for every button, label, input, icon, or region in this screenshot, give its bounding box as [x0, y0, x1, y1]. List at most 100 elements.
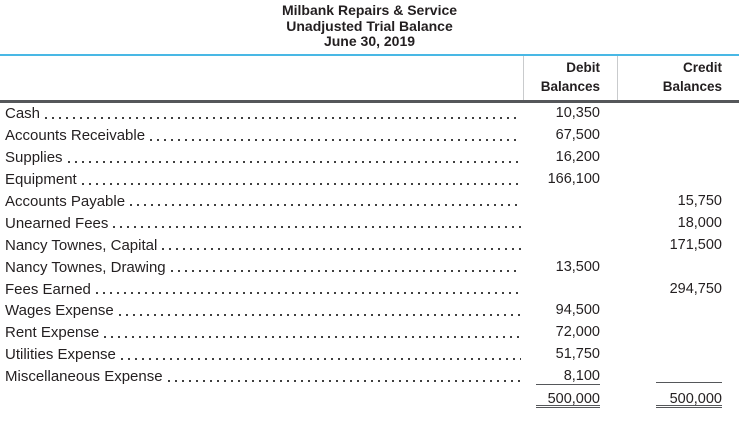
- credit-cell: 15,750: [644, 193, 722, 210]
- debit-cell: 51,750: [523, 346, 600, 363]
- dot-leader: [150, 138, 521, 141]
- table-row: Fees Earned 294,750: [0, 278, 739, 300]
- debit-amount: 94,500: [555, 302, 600, 319]
- totals-row: 500,000 500,000: [0, 388, 739, 412]
- dot-leader: [130, 204, 521, 207]
- credit-amount: [656, 366, 722, 384]
- dot-leader: [162, 248, 521, 251]
- debit-header-line1: Debit: [566, 60, 600, 75]
- accent-rule: [0, 54, 739, 56]
- statement-date: June 30, 2019: [323, 33, 416, 49]
- dot-leader: [81, 182, 521, 185]
- document-header: Milbank Repairs & Service Unadjusted Tri…: [0, 2, 739, 50]
- dot-leader: [170, 270, 521, 273]
- dot-leader: [95, 292, 521, 295]
- table-row: Supplies 16,200: [0, 147, 739, 169]
- debit-amount: 16,200: [555, 149, 600, 166]
- debit-amount: 13,500: [555, 258, 600, 275]
- debit-amount: 51,750: [555, 346, 600, 363]
- debit-column-header: Debit Balances: [523, 58, 600, 96]
- table-row: Accounts Receivable 67,500: [0, 125, 739, 147]
- debit-amount: 72,000: [555, 324, 600, 341]
- account-name: Unearned Fees: [5, 214, 109, 232]
- account-name: Nancy Townes, Drawing: [5, 258, 166, 276]
- account-name: Rent Expense: [5, 324, 100, 342]
- debit-amount: [536, 235, 600, 252]
- account-name: Supplies: [5, 149, 63, 167]
- column-headers: Debit Balances Credit Balances: [0, 58, 739, 100]
- debit-cell: 13,500: [523, 259, 600, 276]
- header-divider-rule: [0, 100, 739, 103]
- debit-amount: [536, 279, 600, 296]
- credit-cell: [644, 169, 722, 190]
- debit-cell: [523, 235, 600, 256]
- debit-total: 500,000: [536, 391, 600, 409]
- debit-cell: [523, 191, 600, 212]
- credit-amount: 171,500: [669, 236, 722, 253]
- credit-cell: [644, 322, 722, 343]
- debit-cell: 16,200: [523, 149, 600, 166]
- credit-amount: [656, 125, 722, 142]
- credit-amount: [656, 147, 722, 164]
- debit-amount: [536, 191, 600, 208]
- credit-cell: [644, 257, 722, 278]
- debit-cell: 67,500: [523, 127, 600, 144]
- credit-column-header: Credit Balances: [644, 58, 722, 96]
- debit-total-cell: 500,000: [523, 391, 600, 409]
- debit-cell: 94,500: [523, 302, 600, 319]
- table-row: Cash 10,350: [0, 103, 739, 125]
- credit-cell: 171,500: [644, 237, 722, 254]
- table-rows: Cash 10,350 Accounts Receivable 67,500 S…: [0, 103, 739, 388]
- account-name: Utilities Expense: [5, 346, 116, 364]
- debit-amount: 67,500: [555, 127, 600, 144]
- column-separator: [617, 56, 618, 100]
- debit-amount: 166,100: [547, 171, 600, 188]
- table-row: Equipment 166,100: [0, 169, 739, 191]
- account-name: Fees Earned: [5, 280, 91, 298]
- credit-cell: [644, 344, 722, 365]
- dot-leader: [45, 116, 521, 119]
- table-row: Rent Expense 72,000: [0, 322, 739, 344]
- debit-cell: 10,350: [523, 105, 600, 122]
- account-name: Accounts Receivable: [5, 127, 146, 145]
- credit-header-line1: Credit: [682, 60, 722, 75]
- debit-cell: 72,000: [523, 324, 600, 341]
- dot-leader: [118, 313, 521, 316]
- debit-amount: 8,100: [536, 368, 600, 386]
- table-row: Accounts Payable 15,750: [0, 191, 739, 213]
- dot-leader: [120, 357, 521, 360]
- credit-total-cell: 500,000: [644, 391, 722, 409]
- credit-total: 500,000: [656, 391, 722, 409]
- dot-leader: [67, 160, 521, 163]
- account-name: Accounts Payable: [5, 193, 126, 210]
- credit-amount: [656, 322, 722, 339]
- debit-cell: 8,100: [523, 368, 600, 386]
- credit-cell: [644, 147, 722, 168]
- debit-header-line2: Balances: [540, 79, 600, 94]
- credit-amount: [656, 169, 722, 186]
- credit-amount: [656, 103, 722, 120]
- table-row: Utilities Expense 51,750: [0, 344, 739, 366]
- credit-amount: 294,750: [669, 280, 722, 297]
- debit-amount: [536, 213, 600, 230]
- credit-cell: [644, 300, 722, 321]
- account-name: Wages Expense: [5, 302, 114, 320]
- credit-amount: 18,000: [677, 214, 722, 231]
- debit-cell: [523, 213, 600, 234]
- column-separator: [523, 56, 524, 100]
- company-name: Milbank Repairs & Service: [281, 2, 458, 18]
- account-name: Miscellaneous Expense: [5, 368, 163, 386]
- credit-amount: [656, 344, 722, 361]
- table-row: Wages Expense 94,500: [0, 300, 739, 322]
- credit-amount: [656, 300, 722, 317]
- dot-leader: [113, 226, 521, 229]
- table-row: Unearned Fees 18,000: [0, 212, 739, 234]
- debit-cell: 166,100: [523, 171, 600, 188]
- statement-title: Unadjusted Trial Balance: [286, 17, 453, 34]
- dot-leader: [104, 335, 521, 338]
- credit-cell: [644, 125, 722, 146]
- dot-leader: [167, 379, 521, 382]
- credit-cell: 294,750: [644, 281, 722, 298]
- credit-cell: [644, 366, 722, 387]
